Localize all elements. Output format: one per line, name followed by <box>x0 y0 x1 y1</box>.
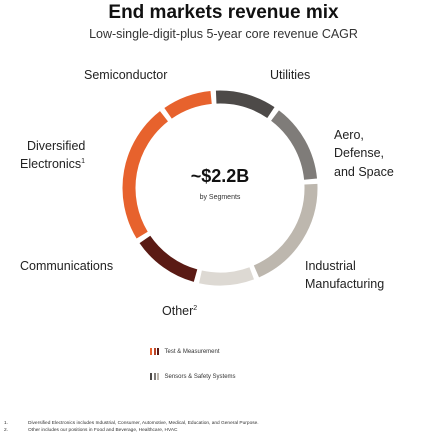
label-utilities: Utilities <box>270 68 311 82</box>
legend-item-sensors-safety: Sensors & Safety Systems <box>150 373 236 380</box>
donut-slice-industrial-manufacturing <box>253 183 318 278</box>
chart-subtitle: Low-single-digit-plus 5-year core revenu… <box>89 27 358 41</box>
legend-bar <box>153 373 156 380</box>
footnote-number: 1. <box>4 421 9 426</box>
legend-bar <box>157 373 159 380</box>
label-diversified-line1: Diversified <box>27 139 86 153</box>
footnote-marker-1: 1 <box>81 157 86 165</box>
center-value: ~$2.2B <box>190 166 250 186</box>
donut-slice-other <box>199 267 254 286</box>
legend-label: Test & Measurement <box>164 348 220 355</box>
footnote-1: 1. Diversified Electronics includes Indus… <box>4 421 259 426</box>
label-communications: Communications <box>20 259 114 273</box>
label-aero-line1: Aero, <box>334 128 364 142</box>
legend-bar <box>150 348 152 355</box>
label-diversified-line2: Electronics1 <box>20 157 86 171</box>
label-semiconductor: Semiconductor <box>84 68 168 82</box>
legend-bar <box>150 373 152 380</box>
label-industrial-line1: Industrial <box>305 259 356 273</box>
donut-slice-aero-defense-and-space <box>270 110 318 180</box>
label-industrial-line2: Manufacturing <box>305 277 385 291</box>
donut-slice-communications <box>139 235 198 282</box>
footnote-2: 2. Other includes our positions in Food a… <box>4 428 178 433</box>
legend-label: Sensors & Safety Systems <box>164 373 236 380</box>
donut-slice-diversified-electronics <box>122 111 169 239</box>
legend-swatch <box>150 373 161 380</box>
footnote-text: Other includes our positions in Food and… <box>28 428 178 433</box>
chart-title: End markets revenue mix <box>108 2 339 23</box>
donut-slice-semiconductor <box>164 90 212 119</box>
label-other: Other2 <box>162 304 198 318</box>
legend-item-test-measurement: Test & Measurement <box>150 348 220 355</box>
footnote-number: 2. <box>4 428 9 433</box>
footnote-marker-2: 2 <box>193 304 198 312</box>
label-aero-line2: Defense, <box>334 146 385 160</box>
legend-bar <box>157 348 159 355</box>
footnote-text: Diversified Electronics includes Industr… <box>28 421 259 426</box>
legend-swatch <box>150 348 161 355</box>
legend-bar <box>153 348 156 355</box>
center-label: by Segments <box>199 194 241 201</box>
label-aero-line3: and Space <box>334 165 394 179</box>
donut-slice-utilities <box>215 90 275 119</box>
